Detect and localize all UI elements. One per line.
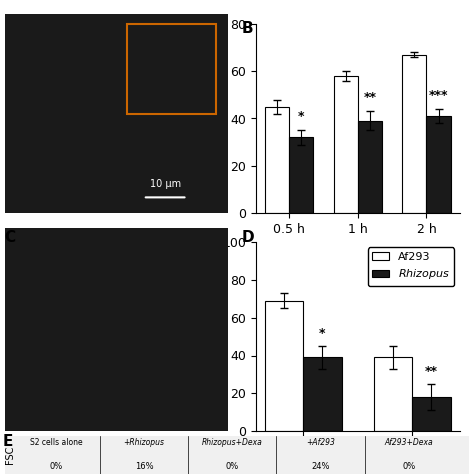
Y-axis label: % Hyphal damage: % Hyphal damage: [204, 279, 217, 394]
Text: *: *: [319, 328, 326, 340]
Bar: [303, 357, 342, 431]
Bar: [289, 137, 313, 213]
Text: ***: ***: [429, 89, 448, 102]
Legend: Af293, $\it{Rhizopus}$: Af293, $\it{Rhizopus}$: [368, 247, 454, 286]
Text: **: **: [364, 91, 376, 104]
Text: D: D: [242, 230, 255, 245]
Text: 0%: 0%: [402, 462, 416, 471]
Text: S2 cells alone: S2 cells alone: [29, 438, 82, 447]
Text: 16%: 16%: [135, 462, 154, 471]
Text: B: B: [242, 21, 254, 36]
Text: C: C: [5, 230, 16, 245]
Text: Af293+Dexa: Af293+Dexa: [384, 438, 433, 447]
Text: 0%: 0%: [226, 462, 239, 471]
Text: **: **: [425, 365, 438, 378]
Bar: [427, 116, 450, 213]
Bar: [265, 301, 303, 431]
Text: +Rhizopus: +Rhizopus: [124, 438, 164, 447]
Bar: [334, 76, 358, 213]
Bar: [374, 357, 412, 431]
Text: Rhizopus+Dexa: Rhizopus+Dexa: [202, 438, 263, 447]
Text: +Af293: +Af293: [306, 438, 335, 447]
Y-axis label: Phagocytosis %: Phagocytosis %: [212, 69, 225, 168]
Text: *: *: [298, 110, 304, 123]
Bar: [358, 121, 382, 213]
Text: 24%: 24%: [311, 462, 330, 471]
Text: 0%: 0%: [49, 462, 63, 471]
Bar: [402, 55, 427, 213]
Text: 10 µm: 10 µm: [150, 180, 181, 190]
Bar: [265, 107, 289, 213]
Bar: [412, 397, 450, 431]
Text: FSC: FSC: [5, 446, 15, 464]
Text: E: E: [2, 434, 13, 449]
Bar: [127, 24, 216, 114]
